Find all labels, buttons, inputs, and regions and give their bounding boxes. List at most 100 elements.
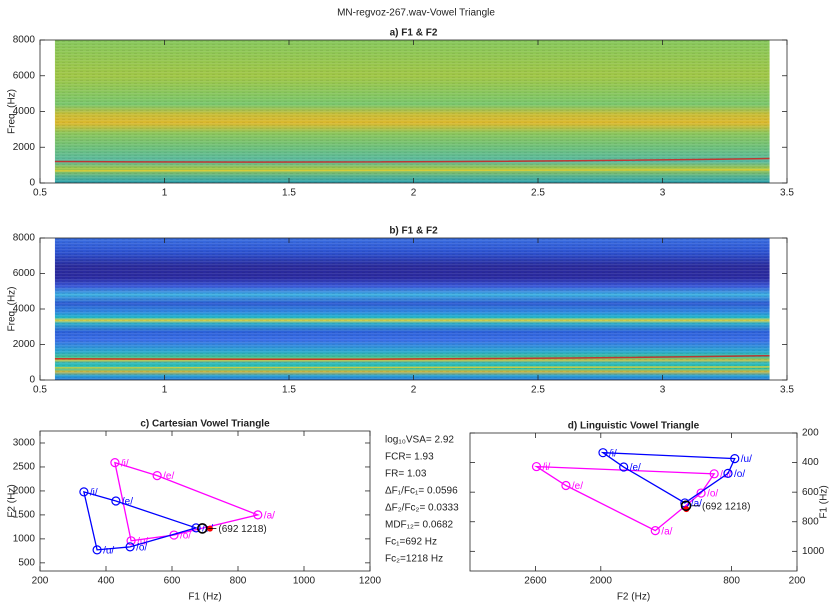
stat-text: MDF₁₂= 0.0682 [385,520,454,531]
y-tick-label: 2500 [13,462,36,473]
vowel-label: /i/ [542,462,550,473]
y-tick-label: 200 [802,428,819,439]
stat-text: ΔF₁/Fc₁= 0.0596 [385,486,458,497]
plot-area [40,431,370,571]
centroid-label: (692 1218) [702,501,750,512]
y-tick-label: 2000 [13,339,36,350]
vowel-marker [110,458,120,468]
vowel-label: /e/ [122,497,133,508]
y-tick-label: 4000 [13,304,36,315]
x-tick-label: 2 [411,188,417,199]
figure-title: MN-regvoz-267.wav-Vowel Triangle [337,8,495,19]
stat-text: log₁₀VSA= 2.92 [385,435,454,446]
x-axis-label: F1 (Hz) [188,592,221,602]
x-tick-label: 400 [98,576,115,587]
vowel-label: /u/ [137,536,148,547]
vowel-marker [191,523,201,533]
series-line [114,461,260,542]
plot-area [470,433,797,571]
vowel-label: /o/ [707,489,718,500]
centroid-label: (692 1218) [218,524,266,535]
vowel-marker [723,468,733,478]
x-axis-label: F2 (Hz) [617,592,650,602]
y-tick-label: 1000 [802,546,825,557]
x-tick-label: 800 [230,576,247,587]
stat-text: FCR= 1.93 [385,452,434,463]
y-tick-label: 0 [29,178,35,189]
y-tick-label: 4000 [13,106,36,117]
y-tick-label: 400 [802,457,819,468]
vowel-marker [531,461,542,472]
vowel-marker [79,487,89,497]
vowel-label: /o/ [734,469,745,480]
y-tick-label: 1000 [13,534,36,545]
x-tick-label: 200 [32,576,49,587]
vowel-marker [709,469,719,479]
vowel-label: /e/ [630,463,641,474]
x-tick-label: 1.5 [282,188,296,199]
subplot-title: d) Linguistic Vowel Triangle [568,421,700,432]
vowel-marker [561,480,571,491]
x-tick-label: 1200 [359,576,382,587]
formant-track [54,366,770,369]
x-tick-label: 600 [164,576,181,587]
y-tick-label: 6000 [13,268,36,279]
vowel-label: /u/ [103,545,114,556]
vowel-marker [598,448,608,458]
x-tick-label: 1 [162,188,168,199]
x-tick-label: 1.5 [282,385,296,396]
y-tick-label: 1500 [13,510,36,521]
y-axis-label: Freq. (Hz) [7,287,18,332]
y-axis-label: F2 (Hz) [7,484,18,517]
vowel-label: /i/ [609,448,617,459]
y-tick-label: 600 [802,487,819,498]
x-tick-label: 800 [723,576,740,587]
vowel-marker [92,545,102,555]
vowel-marker [730,453,740,464]
x-tick-label: 3.5 [780,385,794,396]
vowel-marker [152,470,162,481]
y-tick-label: 2000 [13,142,36,153]
vowel-label: /u/ [741,454,752,465]
y-axis-label: Freq. (Hz) [7,89,18,134]
formant-track [54,169,770,172]
stat-text: Fc₂=1218 Hz [385,554,443,565]
vowel-marker [696,488,706,498]
subplot-title: c) Cartesian Vowel Triangle [140,419,270,430]
stat-text: Fc₁=692 Hz [385,537,437,548]
vowel-marker [619,462,629,472]
x-tick-label: 1000 [293,576,316,587]
y-axis-label: F1 (Hz) [819,485,830,518]
vowel-label: /a/ [661,526,672,537]
subplot-title: a) F1 & F2 [390,28,438,39]
vowel-marker [650,526,660,536]
x-tick-label: 2000 [590,576,613,587]
axes-box [39,430,371,572]
vowel-label: /a/ [264,511,275,522]
y-tick-label: 2000 [13,486,36,497]
centroid-marker [197,523,208,534]
vowel-label: /a/ [691,499,702,510]
spectrogram-texture [54,40,770,183]
vowel-label: /e/ [572,481,583,492]
series-line [534,465,716,532]
x-tick-label: 2.5 [531,188,545,199]
y-tick-label: 6000 [13,70,36,81]
y-tick-label: 3000 [13,438,36,449]
x-tick-label: 200 [789,576,806,587]
x-tick-label: 2600 [524,576,547,587]
vowel-label: /i/ [90,488,98,499]
vowel-label: /o/ [180,531,191,542]
x-tick-label: 0.5 [33,188,47,199]
stat-text: FR= 1.03 [385,469,427,480]
y-tick-label: 500 [18,557,35,568]
vowel-label: /i/ [121,458,129,469]
stat-text: ΔF₂/Fc₂= 0.0333 [385,503,459,514]
y-tick-label: 0 [29,375,35,386]
x-tick-label: 0.5 [33,385,47,396]
vowel-marker [126,536,136,546]
x-tick-label: 2.5 [531,385,545,396]
spectrogram-texture [54,238,770,380]
subplot-title: b) F1 & F2 [389,226,438,237]
